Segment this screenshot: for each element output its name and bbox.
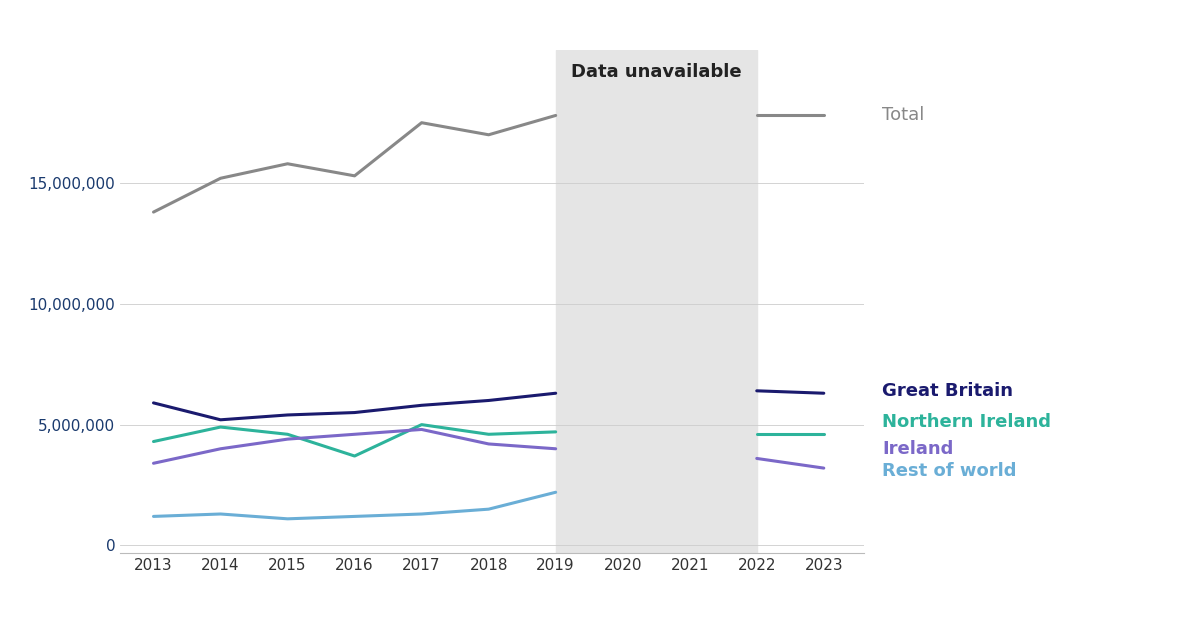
Bar <box>556 50 757 553</box>
Text: Rest of world: Rest of world <box>882 462 1016 480</box>
Text: Data unavailable: Data unavailable <box>571 63 742 80</box>
Text: Ireland: Ireland <box>882 440 953 458</box>
Text: Northern Ireland: Northern Ireland <box>882 413 1051 431</box>
Text: Total: Total <box>882 107 924 124</box>
Text: Great Britain: Great Britain <box>882 382 1013 400</box>
